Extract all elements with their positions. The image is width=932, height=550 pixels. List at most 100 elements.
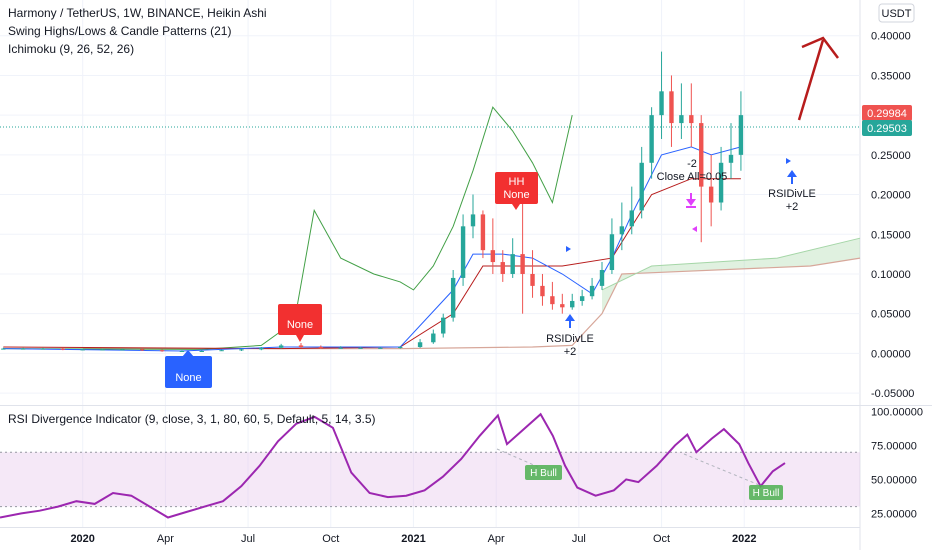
ichimoku-price-badge: 0.29503	[862, 120, 912, 136]
candle	[20, 347, 26, 350]
candle	[259, 347, 264, 351]
candle	[540, 273, 545, 306]
candle	[550, 281, 555, 310]
price-tick-label[interactable]: 0.40000	[871, 31, 911, 43]
candle	[609, 218, 615, 274]
entry-marker-1	[566, 246, 571, 252]
candle	[378, 347, 383, 349]
close-all-signal: -2 Close All=0.05	[657, 158, 728, 208]
currency-button-label[interactable]: USDT	[882, 8, 912, 20]
candle	[689, 83, 694, 147]
price-tick-label[interactable]: 0.15000	[871, 229, 911, 241]
divergence-line-1	[496, 448, 544, 470]
indicator-swing-label[interactable]: Swing Highs/Lows & Candle Patterns (21)	[8, 24, 231, 38]
label-hh-line2: None	[503, 189, 529, 201]
candle	[510, 238, 515, 278]
rsi-axis-ticks[interactable]: 100.00000 75.00000 50.00000 25.00000	[871, 406, 923, 520]
candle	[298, 343, 304, 348]
rsidivle-signal-1: RSIDivLE +2	[546, 314, 594, 358]
rsi-tick-label[interactable]: 25.00000	[871, 508, 917, 520]
candle	[560, 293, 565, 314]
time-tick-label[interactable]: 2021	[401, 533, 425, 545]
candles	[1, 51, 744, 352]
time-tick-label[interactable]: Oct	[653, 533, 670, 545]
candle	[120, 348, 125, 351]
label-hh: HH None	[495, 172, 538, 210]
candle	[441, 313, 446, 338]
rsi-grid	[0, 451, 860, 508]
price-tick-label[interactable]: -0.05000	[871, 388, 914, 400]
ichimoku-cloud	[602, 238, 860, 314]
time-tick-label[interactable]: Jul	[572, 533, 586, 545]
candle	[318, 345, 324, 349]
divergence-line-2	[683, 453, 765, 488]
candle	[480, 210, 486, 259]
candle	[629, 186, 634, 235]
time-tick-label[interactable]: Apr	[157, 533, 174, 545]
candle	[450, 270, 456, 322]
candle	[60, 347, 66, 351]
h-bull-label-2: H Bull	[749, 485, 783, 500]
label-none-low-text: None	[175, 372, 201, 384]
rsidivle-1-line2: +2	[564, 346, 577, 358]
h-bull-label-1-text: H Bull	[530, 468, 557, 479]
candle	[589, 277, 595, 300]
candle	[398, 346, 403, 349]
currency-button[interactable]: USDT	[878, 3, 915, 23]
senkou-span-a	[601, 237, 861, 291]
rsidivle-2-line1: RSIDivLE	[768, 188, 816, 200]
candle	[490, 218, 496, 274]
candle	[718, 146, 724, 211]
price-tick-label[interactable]: 0.10000	[871, 269, 911, 281]
label-none-high: None	[278, 304, 322, 342]
time-tick-label[interactable]: Apr	[488, 533, 505, 545]
rsi-tick-label[interactable]: 50.00000	[871, 474, 917, 486]
time-tick-label[interactable]: 2022	[732, 533, 756, 545]
candle	[659, 51, 664, 139]
candle	[40, 347, 46, 350]
candle	[1, 347, 6, 350]
candle	[599, 262, 605, 290]
candle	[669, 75, 674, 147]
rsi-tick-label[interactable]: 75.00000	[871, 440, 917, 452]
candle	[679, 83, 684, 139]
price-tick-label[interactable]: 0.20000	[871, 190, 911, 202]
time-axis-ticks[interactable]: 2020 Apr Jul Oct 2021 Apr Jul Oct 2022	[70, 533, 756, 545]
h-bull-label-1: H Bull	[525, 465, 562, 480]
candle	[159, 349, 165, 352]
candle	[708, 154, 714, 227]
rsi-band	[0, 452, 860, 507]
time-tick-label[interactable]: Oct	[322, 533, 339, 545]
rsidivle-1-line1: RSIDivLE	[546, 333, 594, 345]
close-all-line2: Close All=0.05	[657, 171, 728, 183]
candle	[338, 346, 343, 349]
candle	[100, 348, 105, 351]
entry-marker-2	[786, 158, 791, 164]
candle	[570, 293, 575, 310]
rsi-tick-label[interactable]: 100.00000	[871, 406, 923, 418]
rsi-line	[0, 412, 786, 519]
forecast-arrow	[797, 36, 839, 121]
candle	[278, 343, 284, 349]
rsidivle-2-line2: +2	[786, 201, 799, 213]
price-tick-label[interactable]: 0.00000	[871, 348, 911, 360]
rsi-title[interactable]: RSI Divergence Indicator (9, close, 3, 1…	[8, 412, 376, 426]
candle	[699, 115, 704, 243]
time-tick-label[interactable]: 2020	[70, 533, 94, 545]
close-all-line1: -2	[687, 158, 697, 170]
candle	[520, 202, 525, 314]
current-price-badge: 0.29984	[862, 105, 912, 121]
price-tick-label[interactable]: 0.05000	[871, 309, 911, 321]
time-tick-label[interactable]: Jul	[241, 533, 255, 545]
candle	[239, 348, 244, 351]
candle	[417, 339, 423, 348]
symbol-title[interactable]: Harmony / TetherUS, 1W, BINANCE, Heikin …	[8, 6, 267, 20]
candle	[140, 348, 145, 351]
candle	[80, 348, 85, 351]
price-tick-label[interactable]: 0.35000	[871, 70, 911, 82]
price-tick-label[interactable]: 0.25000	[871, 150, 911, 162]
indicator-ichimoku-label[interactable]: Ichimoku (9, 26, 52, 26)	[8, 42, 134, 56]
